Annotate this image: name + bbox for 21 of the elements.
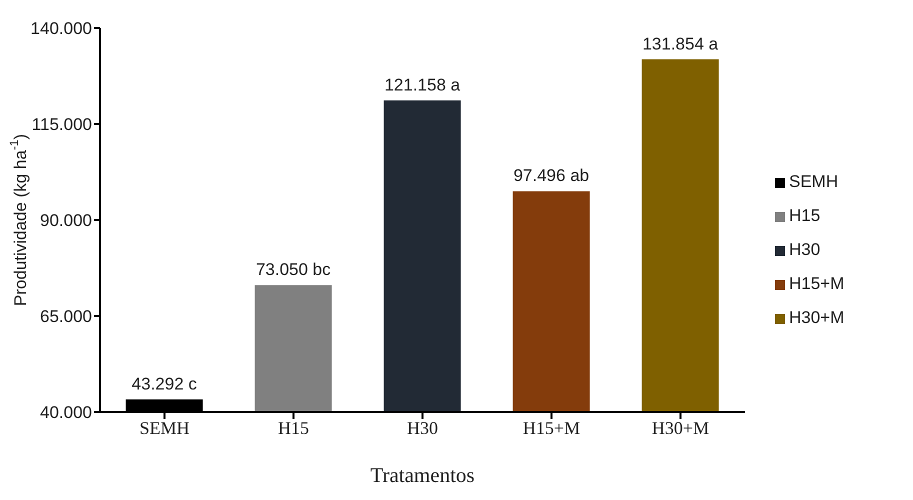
legend-label: H15 [789, 206, 820, 225]
text: 97.496 ab [513, 166, 590, 186]
y-tick-label: 140.000 [30, 19, 92, 38]
x-tick-label: SEMH [139, 418, 190, 438]
y-tick-label: 115.000 [32, 115, 92, 134]
x-tick-label: H30+M [652, 418, 710, 438]
legend-label: H15+M [789, 274, 844, 293]
legend-label: H30+M [789, 308, 844, 327]
x-axis-title: Tratamentos [370, 463, 475, 487]
legend-label: H30 [789, 240, 820, 259]
text: 131.854 a [642, 34, 718, 54]
y-tick-label: 65.000 [40, 307, 92, 326]
y-tick-label: 40.000 [40, 403, 92, 422]
text: 121.158 a [384, 75, 460, 94]
x-tick-label: H15+M [522, 418, 580, 438]
x-tick-label: H30 [407, 418, 438, 438]
text: 73.050 bc [256, 260, 331, 280]
text: 43.292 c [132, 374, 197, 394]
y-tick-label: 90.000 [40, 211, 92, 230]
x-tick-label: H15 [278, 418, 309, 438]
legend-label: SEMH [789, 172, 838, 191]
